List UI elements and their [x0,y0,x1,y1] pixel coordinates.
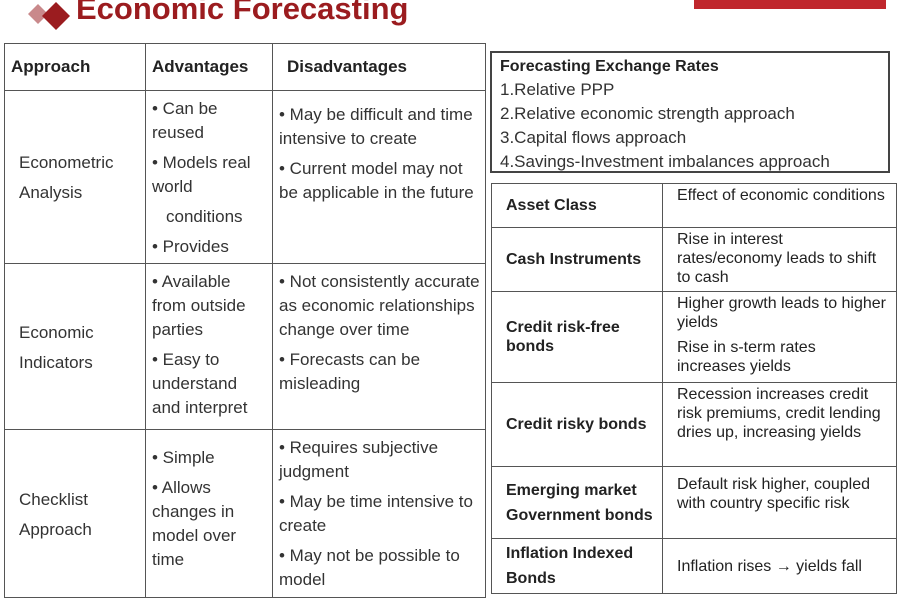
page-title: Economic Forecasting [76,0,409,26]
header-effect: Effect of economic conditions [662,183,897,228]
forecasting-exchange-rates-box: Forecasting Exchange Rates 1.Relative PP… [490,51,890,173]
effect-cell: Inflation rises → yields fall [662,538,897,594]
list-item: 4.Savings-Investment imbalances approach [500,152,830,171]
table-row: Credit risky bonds Recession increases c… [491,382,897,467]
table-row: Inflation Indexed Bonds Inflation rises … [491,538,897,594]
header-asset-class: Asset Class [491,183,663,228]
header-accent-bar [694,0,886,9]
approach-cell: Economic Indicators [4,263,146,430]
asset-class-cell: Cash Instruments [491,227,663,292]
header-disadvantages: Disadvantages [272,43,486,91]
table-row: Emerging market Government bonds Default… [491,466,897,539]
header-advantages: Advantages [145,43,273,91]
fx-box-title: Forecasting Exchange Rates [500,58,719,75]
list-item: 2.Relative economic strength approach [500,104,795,123]
asset-class-cell: Credit risk-free bonds [491,291,663,383]
table-row: Econometric Analysis • Can be reused • M… [4,90,486,264]
asset-class-cell: Inflation Indexed Bonds [491,538,663,594]
approach-table-header: Approach Advantages Disadvantages [4,43,486,91]
effect-cell: Higher growth leads to higher yields Ris… [662,291,897,383]
table-row: Cash Instruments Rise in interest rates/… [491,227,897,292]
disadvantages-cell: • Not consistently accurate as economic … [272,263,486,430]
table-row: Checklist Approach • Simple • Allows cha… [4,429,486,598]
advantages-cell: • Available from outside parties • Easy … [145,263,273,430]
asset-table-header: Asset Class Effect of economic condition… [491,183,897,228]
approach-cell: Checklist Approach [4,429,146,598]
effect-cell: Recession increases credit risk premiums… [662,382,897,467]
list-item: 1.Relative PPP [500,80,615,99]
approach-table: Approach Advantages Disadvantages Econom… [4,43,486,598]
effect-cell: Rise in interest rates/economy leads to … [662,227,897,292]
asset-class-cell: Emerging market Government bonds [491,466,663,539]
disadvantages-cell: • Requires subjective judgment • May be … [272,429,486,598]
table-row: Credit risk-free bonds Higher growth lea… [491,291,897,383]
effect-cell: Default risk higher, coupled with countr… [662,466,897,539]
asset-class-cell: Credit risky bonds [491,382,663,467]
list-item: 3.Capital flows approach [500,128,687,147]
approach-cell: Econometric Analysis [4,90,146,264]
disadvantages-cell: • May be difficult and time intensive to… [272,90,486,264]
diamond-logo-icon [28,2,70,30]
header-approach: Approach [4,43,146,91]
table-row: Economic Indicators • Available from out… [4,263,486,430]
asset-class-table: Asset Class Effect of economic condition… [491,183,897,594]
advantages-cell: • Simple • Allows changes in model over … [145,429,273,598]
advantages-cell: • Can be reused • Models real world cond… [145,90,273,264]
